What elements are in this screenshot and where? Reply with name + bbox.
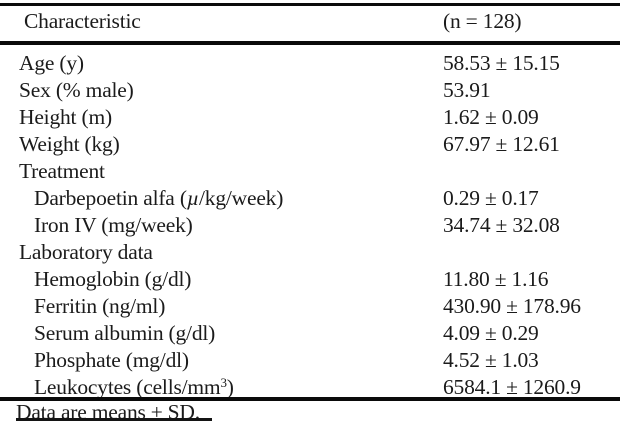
superscript-3: 3 [220,375,227,390]
row-value: 34.74 ± 32.08 [443,213,560,237]
row-label: Leukocytes (cells/mm3) [34,374,234,403]
row-label: Sex (% male) [19,78,134,102]
table-row: Leukocytes (cells/mm3) 6584.1 ± 1260.9 [0,374,620,401]
row-value: 430.90 ± 178.96 [443,294,581,318]
table-row: Ferritin (ng/ml) 430.90 ± 178.96 [0,293,620,320]
table-row: Darbepoetin alfa (µ/kg/week) 0.29 ± 0.17 [0,185,620,212]
row-label: Weight (kg) [19,132,120,156]
row-label: Serum albumin (g/dl) [34,321,216,345]
table-row: Hemoglobin (g/dl) 11.80 ± 1.16 [0,266,620,293]
column-header-n: (n = 128) [443,9,522,33]
row-label: Height (m) [19,105,112,129]
row-label: Hemoglobin (g/dl) [34,267,192,291]
row-label-post: ) [226,375,234,399]
table-bottom-rule [0,397,620,401]
group-header-row: Laboratory data [0,239,620,266]
row-value: 67.97 ± 12.61 [443,132,560,156]
row-label: Darbepoetin alfa (µ/kg/week) [34,185,283,212]
table-row: Weight (kg) 67.97 ± 12.61 [0,131,620,158]
row-label: Iron IV (mg/week) [34,213,193,237]
table-header-row: Characteristic (n = 128) [0,8,620,35]
table-row: Iron IV (mg/week) 34.74 ± 32.08 [0,212,620,239]
table-row: Height (m) 1.62 ± 0.09 [0,104,620,131]
row-label-pre: Leukocytes (cells/mm [34,375,221,399]
row-label: Age (y) [19,51,84,75]
row-label-post: /kg/week) [199,186,284,210]
row-value: 0.29 ± 0.17 [443,186,539,210]
table-row: Sex (% male) 53.91 [0,77,620,104]
row-value: 1.62 ± 0.09 [443,105,539,129]
row-value: 53.91 [443,78,491,102]
group-label: Treatment [19,159,105,183]
table-row: Phosphate (mg/dl) 4.52 ± 1.03 [0,347,620,374]
row-value: 4.09 ± 0.29 [443,321,539,345]
footnote: Data are means ± SD. [16,400,200,424]
row-label: Phosphate (mg/dl) [34,348,189,372]
row-label: Ferritin (ng/ml) [34,294,166,318]
row-label-pre: Darbepoetin alfa ( [34,186,187,210]
table-body: Age (y) 58.53 ± 15.15 Sex (% male) 53.91… [0,50,620,401]
table-row: Serum albumin (g/dl) 4.09 ± 0.29 [0,320,620,347]
table-row: Age (y) 58.53 ± 15.15 [0,50,620,77]
table-top-rule [0,3,620,6]
row-value: 4.52 ± 1.03 [443,348,539,372]
group-label: Laboratory data [19,240,153,264]
group-header-row: Treatment [0,158,620,185]
column-header-characteristic: Characteristic [24,9,141,33]
row-value: 11.80 ± 1.16 [443,267,549,291]
row-value: 6584.1 ± 1260.9 [443,375,581,399]
header-divider-rule [0,41,620,45]
mu-symbol: µ [186,186,199,210]
row-value: 58.53 ± 15.15 [443,51,560,75]
